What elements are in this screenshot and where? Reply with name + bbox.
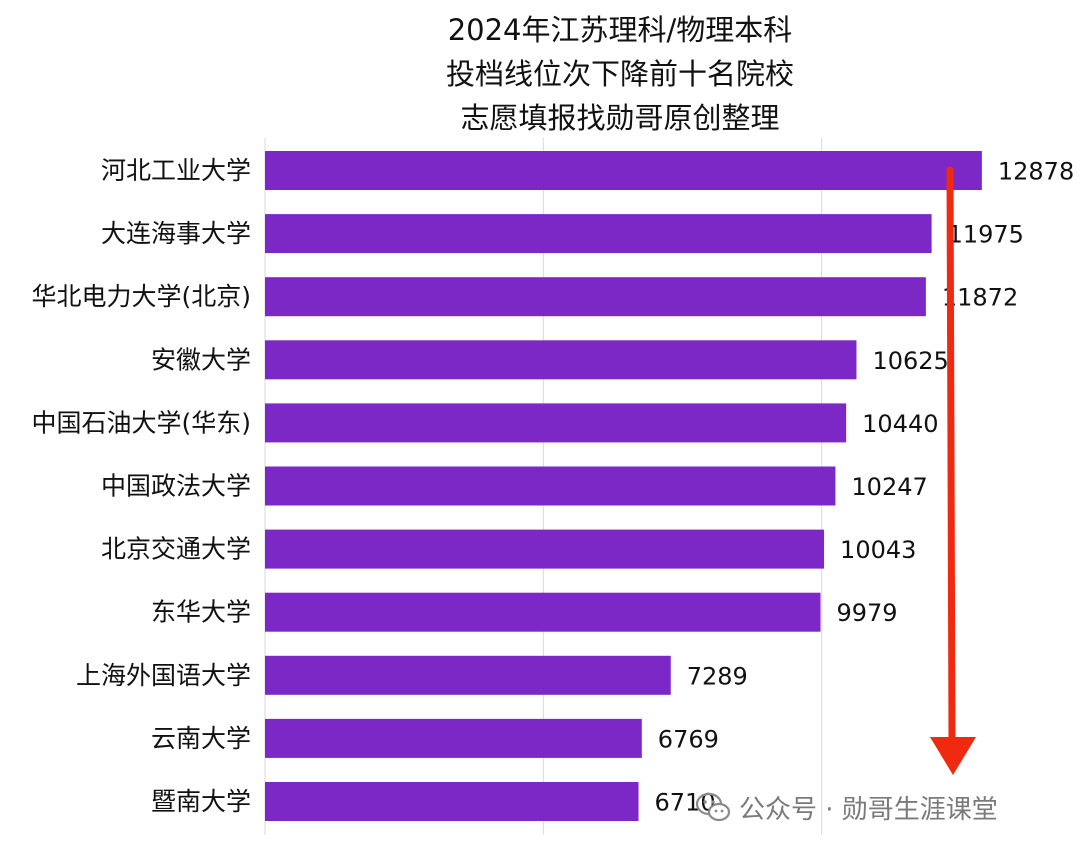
bar (265, 592, 821, 632)
watermark-text: 公众号 · 勋哥生涯课堂 (739, 794, 998, 825)
value-label: 7289 (687, 662, 748, 690)
bar (265, 403, 847, 443)
bar (265, 214, 932, 254)
category-label: 北京交通大学 (101, 535, 251, 564)
value-label: 11872 (942, 284, 1018, 312)
value-label: 10625 (872, 347, 948, 375)
bars (265, 151, 982, 821)
title-line-1: 2024年江苏理科/物理本科 (447, 13, 793, 47)
category-label: 云南大学 (151, 724, 251, 753)
wechat-icon (695, 792, 731, 822)
chart-title: 2024年江苏理科/物理本科 投档线位次下降前十名院校 志愿填报找勋哥原创整理 (380, 8, 860, 140)
bar (265, 340, 857, 380)
category-label: 暨南大学 (151, 787, 251, 816)
category-label: 大连海事大学 (101, 219, 251, 248)
value-label: 12878 (998, 158, 1074, 186)
category-label: 上海外国语大学 (76, 661, 251, 690)
bar (265, 529, 825, 569)
value-label: 9979 (836, 599, 897, 627)
category-label: 东华大学 (151, 598, 251, 627)
value-label: 10440 (862, 410, 938, 438)
bar (265, 466, 836, 506)
value-label: 10247 (851, 473, 927, 501)
value-label: 11975 (948, 221, 1024, 249)
value-label: 6769 (658, 725, 719, 753)
title-line-3: 志愿填报找勋哥原创整理 (460, 101, 780, 135)
watermark: 公众号 · 勋哥生涯课堂 (695, 785, 998, 829)
category-label: 河北工业大学 (101, 156, 251, 185)
bar (265, 782, 639, 821)
category-label: 华北电力大学(北京) (31, 282, 251, 311)
bar (265, 151, 982, 190)
bar (265, 718, 642, 758)
title-line-2: 投档线位次下降前十名院校 (445, 57, 794, 91)
category-label: 中国政法大学 (101, 472, 251, 501)
down-arrow-icon (930, 166, 976, 775)
category-label: 中国石油大学(华东) (31, 408, 251, 437)
category-label: 安徽大学 (151, 345, 251, 374)
value-labels: 12878 11975 11872 10625 10440 10247 10043 9979 7… (655, 158, 1075, 817)
bar (265, 655, 671, 695)
value-label: 10043 (840, 536, 916, 564)
bar (265, 277, 926, 317)
